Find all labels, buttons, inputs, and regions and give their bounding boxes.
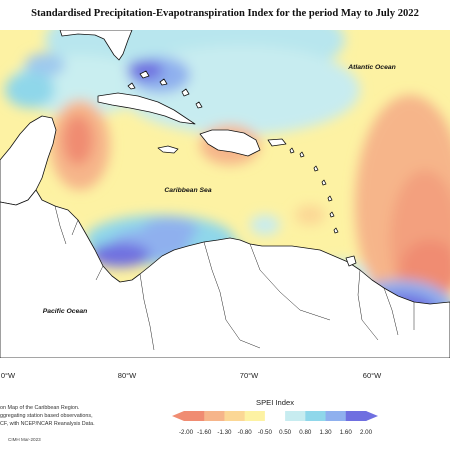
map-title: Standardised Precipitation-Evapotranspir… xyxy=(31,8,419,19)
pacific-ocean-label: Pacific Ocean xyxy=(43,308,88,315)
hispaniola xyxy=(199,129,261,157)
atlantic-ocean-label: Atlantic Ocean xyxy=(347,64,396,71)
land xyxy=(0,30,450,358)
credit: CIMH Mar-2023 xyxy=(8,437,41,442)
central-america-south-america xyxy=(0,189,450,358)
legend-title: SPEI Index xyxy=(256,398,294,407)
legend-tick-label: -1.30 xyxy=(217,429,232,436)
legend-tick-label: 0.80 xyxy=(299,429,312,436)
legend-tick-label: 1.60 xyxy=(339,429,352,436)
legend-tick-label: 2.00 xyxy=(359,429,373,436)
legend-arrow-high xyxy=(366,411,378,421)
legend-swatch xyxy=(345,411,367,421)
legend-swatch xyxy=(285,411,306,421)
legend-tick-label: -0.50 xyxy=(257,429,272,436)
jamaica xyxy=(157,145,179,154)
note-line-1: on Map of the Caribbean Region. xyxy=(0,405,80,411)
lon-label-70w: 70°W xyxy=(239,371,259,380)
cuba xyxy=(97,92,196,125)
legend-tick-label: 1.30 xyxy=(319,429,332,436)
legend-color-bar xyxy=(172,411,378,421)
caribbean-islets xyxy=(127,70,339,234)
lon-label-80w: 80°W xyxy=(117,371,137,380)
spei-map: Atlantic Ocean Caribbean Sea Pacific Oce… xyxy=(0,30,450,358)
legend-swatch xyxy=(204,411,225,421)
note-line-2: ggregating station based observations, xyxy=(0,413,93,419)
legend-swatch xyxy=(224,411,246,421)
caribbean-sea-label: Caribbean Sea xyxy=(164,187,211,194)
legend-tick-label: -0.80 xyxy=(237,429,252,436)
spei-legend: SPEI Index -2.00 -1.60 -1.30 -0.80 -0.50 0.50… xyxy=(168,398,382,436)
legend-swatch xyxy=(305,411,327,421)
country-borders xyxy=(54,205,415,351)
legend-arrow-low xyxy=(172,411,184,421)
legend-swatch xyxy=(184,411,205,421)
lon-label-60w: 60°W xyxy=(362,371,382,380)
trinidad xyxy=(345,255,357,267)
legend-swatch xyxy=(244,411,266,421)
puerto-rico xyxy=(267,138,287,147)
note-line-3: CF, with NCEP/NCAR Reanalysis Data. xyxy=(0,421,95,427)
legend-tick-label: -2.00 xyxy=(178,429,194,436)
legend-swatch xyxy=(264,411,286,421)
legend-swatch xyxy=(325,411,347,421)
lon-label-90w: 0°W xyxy=(0,371,16,380)
legend-tick-label: -1.60 xyxy=(197,429,212,436)
florida-peninsula xyxy=(59,30,133,61)
legend-tick-label: 0.50 xyxy=(279,429,292,436)
